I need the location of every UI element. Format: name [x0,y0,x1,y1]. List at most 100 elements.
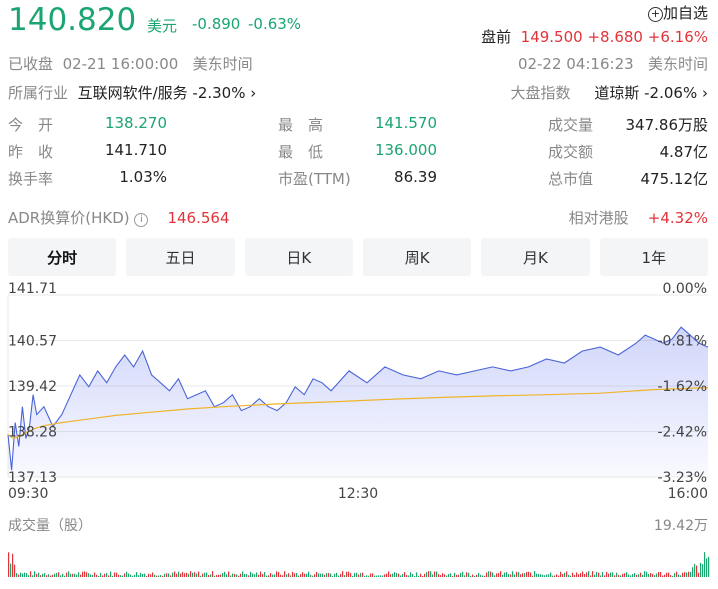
volume-bar [664,574,666,577]
volume-bar [92,574,94,577]
volume-bar [136,572,138,577]
volume-bar [400,575,402,577]
y-tick-left: 137.13 [8,470,57,486]
volume-bar [240,573,242,577]
volume-bar [396,572,398,577]
y-tick-left: 138.28 [8,425,57,441]
volume-bar [642,574,644,577]
volume-bar [264,571,266,577]
volume-bar [312,575,314,577]
volume-bar [540,574,542,577]
volume-bar [326,573,328,577]
price-currency: 美元 [147,17,178,35]
status-label: 已收盘 [8,55,54,73]
volume-bar [62,573,64,577]
adr-value: 146.564 [167,209,230,227]
volume-bar [276,571,278,577]
volume-bar [380,575,382,577]
volume-bar [114,572,116,577]
volume-bar [402,573,404,577]
tab-weekly-k[interactable]: 周K [362,238,472,276]
volume-bar [228,571,230,577]
volume-bar [112,575,114,577]
add-watchlist-button[interactable]: + 加自选 [647,2,708,23]
premarket-price: 149.500 [520,28,583,46]
industry-name: 互联网软件/服务 [77,84,188,102]
volume-bar [698,572,700,577]
volume-bar [352,575,354,577]
index-label: 大盘指数 [510,84,571,102]
volume-bar [660,572,662,577]
tab-monthly-k[interactable]: 月K [481,238,590,276]
tab-one-year[interactable]: 1年 [599,238,708,276]
volume-bar [340,573,342,577]
industry-row[interactable]: 所属行业 互联网软件/服务 -2.30% › [8,82,256,103]
volume-bar [64,575,66,577]
volume-bar [450,573,452,577]
volume-bar [116,572,118,577]
volume-bar [368,575,370,577]
volume-bar [122,575,124,577]
volume-bar [150,574,152,577]
volume-bar [220,574,222,577]
tab-daily-k[interactable]: 日K [244,238,353,276]
intraday-chart[interactable]: 141.71 0.00% 140.57 -0.81% 139.42 -1.62% 138.2… [0,280,718,512]
volume-bar [552,575,554,577]
volume-bar [8,552,10,577]
volume-bar [420,573,422,577]
volume-bar [416,572,418,577]
volume-bar [498,573,500,577]
y-tick-right: -2.42% [657,425,707,441]
volume-bar [520,574,522,577]
volume-bar [308,571,310,577]
relative-hk-label: 相对港股 [568,209,629,227]
volume-bar [36,573,38,577]
volume-bar [550,572,552,577]
y-tick-right: -0.81% [657,334,707,350]
volume-bar [146,575,148,577]
volume-bar [646,571,648,577]
volume-bar [500,571,502,577]
volume-bar [342,571,344,577]
stat-value: 141.710 [104,141,167,159]
volume-bar [656,573,658,577]
volume-bar [198,571,200,577]
volume-bar [332,575,334,577]
stat-label: 最 高 [278,116,324,134]
stat-label: 今 开 [8,116,54,134]
volume-bar [70,573,72,577]
volume-bar [494,575,496,577]
volume-bar [14,564,16,577]
volume-bar [166,573,168,577]
tab-five-day[interactable]: 五日 [126,238,235,276]
volume-bar [502,574,504,577]
volume-bar [410,572,412,577]
volume-bar [672,575,674,577]
volume-bar [570,575,572,577]
volume-bar [462,571,464,577]
index-row[interactable]: 大盘指数 道琼斯 -2.06% › [510,82,708,103]
volume-bar [256,572,258,577]
volume-bar [496,573,498,577]
volume-bar [528,571,530,577]
volume-bar [688,571,690,577]
index-name: 道琼斯 [594,84,640,102]
x-tick-label: 09:30 [8,486,48,502]
volume-bar [132,575,134,577]
volume-bar [78,572,80,577]
volume-bar [212,571,214,577]
stat-value: 136.000 [374,141,437,159]
volume-bar [574,575,576,577]
volume-bar [204,572,206,577]
volume-bar [434,571,436,577]
volume-bar [488,571,490,577]
info-icon[interactable]: i [134,213,149,227]
volume-bar [370,573,372,577]
volume-bar [182,572,184,577]
tab-intraday[interactable]: 分时 [8,238,117,276]
volume-bar [118,574,120,577]
volume-bar [666,572,668,577]
volume-bar [360,573,362,577]
volume-bar [192,572,194,577]
price-change-pct: -0.63% [248,15,302,33]
